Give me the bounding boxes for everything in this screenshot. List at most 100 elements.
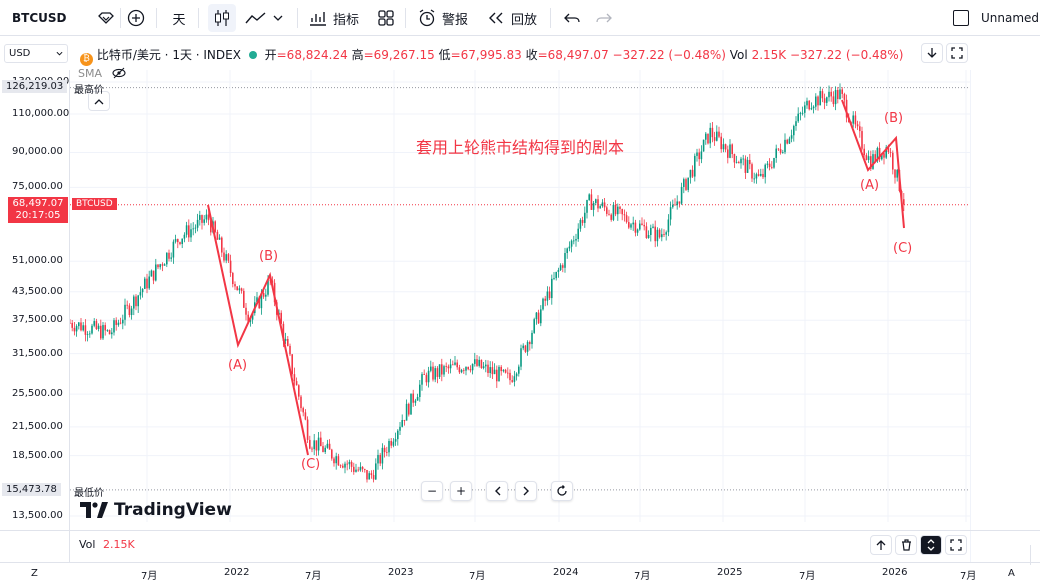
scroll-left-button[interactable] — [486, 481, 508, 501]
candle-body — [155, 264, 157, 281]
legend-title[interactable]: 比特币/美元 · 1天 · INDEX — [96, 48, 241, 62]
candle — [287, 336, 289, 347]
price-chart[interactable] — [70, 70, 970, 522]
compare-icon[interactable] — [92, 0, 120, 36]
right-scrollbar[interactable] — [1030, 545, 1038, 565]
candle-body — [331, 449, 333, 459]
layout-name-button[interactable]: Unnamed — [953, 0, 1039, 36]
auto-scale-toggle[interactable]: A — [1008, 568, 1015, 579]
candle — [570, 239, 573, 253]
candle — [643, 219, 645, 231]
candle-body — [856, 124, 859, 127]
candle-body — [168, 252, 170, 259]
candle — [564, 247, 566, 273]
volume-legend[interactable]: Vol 2.15K — [79, 538, 135, 551]
collapse-indicators-button[interactable] — [88, 91, 110, 111]
open-value: =68,824.24 — [276, 48, 348, 62]
scenario-note[interactable]: 套用上轮熊市结构得到的剧本 — [416, 138, 625, 157]
candle — [111, 327, 113, 339]
candle-body — [786, 139, 788, 144]
candle — [707, 133, 709, 145]
eye-off-icon[interactable] — [111, 67, 126, 79]
candle — [654, 220, 656, 248]
tradingview-logo[interactable]: TradingView — [80, 500, 232, 520]
candle — [694, 153, 696, 182]
candle — [117, 319, 120, 327]
indicators-button[interactable]: 指标 — [309, 0, 359, 36]
add-symbol-icon[interactable] — [122, 0, 150, 36]
candle — [650, 224, 652, 242]
candle — [676, 195, 678, 210]
time-axis[interactable] — [0, 562, 1040, 586]
interval-button[interactable]: 天 — [165, 0, 193, 36]
candle — [456, 359, 458, 370]
candle — [102, 321, 104, 340]
candle-body — [623, 214, 626, 216]
candle — [401, 414, 403, 428]
candle-body — [388, 440, 390, 453]
line-chart-icon[interactable] — [242, 0, 270, 36]
zoom-in-button[interactable]: + — [450, 481, 472, 501]
reset-chart-button[interactable] — [551, 481, 573, 501]
candle — [467, 366, 469, 371]
candle-body — [381, 447, 384, 464]
candle-body — [210, 220, 212, 233]
scroll-right-button[interactable] — [515, 481, 537, 501]
candle — [837, 86, 839, 104]
collapse-legend-button[interactable] — [921, 43, 943, 63]
zoom-toggle[interactable]: Z — [31, 568, 38, 579]
candle — [331, 448, 333, 461]
candle-body — [474, 359, 476, 364]
candle-body — [326, 443, 329, 448]
candle-body — [683, 179, 685, 187]
chevron-down-icon[interactable] — [268, 0, 288, 36]
move-pane-up-button[interactable] — [870, 535, 892, 555]
indicators-label: 指标 — [333, 12, 360, 28]
candle — [515, 372, 518, 381]
wave-label-b-right[interactable]: (B) — [884, 111, 904, 126]
candle — [372, 469, 375, 483]
wave-label-a-right[interactable]: (A) — [860, 178, 880, 193]
redo-icon[interactable] — [590, 0, 618, 36]
price-tick-label: 21,500.00 — [12, 420, 63, 432]
maximize-volume-pane-button[interactable] — [945, 535, 967, 555]
candle-body — [97, 325, 100, 330]
candle — [465, 366, 467, 376]
candles-chart-type-icon[interactable] — [208, 4, 236, 32]
candle-body — [287, 338, 289, 346]
candle-body — [139, 292, 142, 296]
candle — [733, 153, 736, 169]
candle — [386, 446, 388, 457]
currency-select[interactable]: USD — [4, 44, 68, 63]
wave-label-b-left[interactable]: (B) — [259, 249, 279, 264]
candle-body — [491, 367, 494, 375]
candle-body — [302, 408, 304, 413]
layout-grid-icon[interactable] — [372, 0, 400, 36]
zoom-out-button[interactable]: − — [421, 481, 443, 501]
candle — [443, 364, 445, 377]
alerts-button[interactable]: 警报 — [418, 0, 468, 36]
sma-indicator[interactable]: SMA — [78, 67, 126, 80]
collapse-pane-button[interactable] — [920, 535, 942, 555]
candle-body — [870, 156, 872, 169]
candle-body — [322, 446, 324, 452]
candle — [355, 463, 357, 473]
wave-label-c-left[interactable]: (C) — [301, 457, 321, 472]
maximize-pane-button[interactable] — [946, 43, 968, 63]
undo-icon[interactable] — [558, 0, 586, 36]
divider — [156, 8, 157, 28]
candle-body — [245, 307, 247, 315]
divider — [405, 8, 406, 28]
candle — [474, 352, 476, 367]
replay-button[interactable]: 回放 — [487, 0, 537, 36]
wave-label-c-right[interactable]: (C) — [893, 241, 913, 256]
candle — [537, 309, 540, 325]
candle-body — [392, 441, 395, 446]
candle — [403, 419, 406, 426]
candle-body — [819, 91, 821, 106]
candle — [623, 209, 626, 222]
fullscreen-icon — [950, 539, 962, 551]
wave-label-a-left[interactable]: (A) — [228, 358, 248, 373]
delete-pane-button[interactable] — [895, 535, 917, 555]
symbol-search-button[interactable]: BTCUSD — [0, 0, 118, 36]
